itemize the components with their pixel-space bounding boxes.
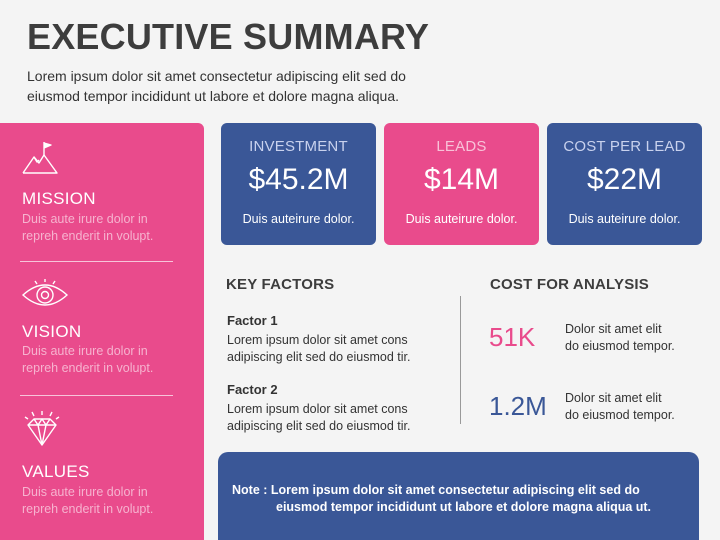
vision-heading: VISION (22, 322, 82, 341)
metric-1-line-2: do eiusmod tempor. (565, 339, 675, 353)
values-line-2: repreh enderit in volupt. (22, 502, 154, 516)
factor-2-line-2: adipiscing elit sed do eiusmod tir. (227, 419, 411, 433)
metric-value-1-2m: 1.2M (489, 391, 547, 421)
vision-description: Duis aute irure dolor in repreh enderit … (22, 343, 192, 377)
mountain-flag-icon (22, 142, 58, 174)
sidebar-panel: MISSION Duis aute irure dolor in repreh … (0, 123, 204, 540)
investment-card: INVESTMENT $45.2M Duis auteirure dolor. (221, 123, 376, 245)
values-line-1: Duis aute irure dolor in (22, 485, 148, 499)
sidebar-divider (20, 261, 173, 262)
cost-per-lead-card: COST PER LEAD $22M Duis auteirure dolor. (547, 123, 702, 245)
card-value: $14M (423, 163, 500, 196)
factor-2-line-1: Lorem ipsum dolor sit amet cons (227, 402, 408, 416)
card-value: $45.2M (248, 163, 349, 196)
note-box: Note : Lorem ipsum dolor sit amet consec… (218, 452, 699, 540)
factor-1-text: Lorem ipsum dolor sit amet cons adipisci… (227, 332, 447, 366)
mission-description: Duis aute irure dolor in repreh enderit … (22, 211, 192, 245)
mission-heading: MISSION (22, 189, 96, 208)
card-description: Duis auteirure dolor. (242, 212, 355, 226)
note-line-2: eiusmod tempor incididunt ut labore et d… (276, 500, 652, 514)
mission-line-1: Duis aute irure dolor in (22, 212, 148, 226)
factor-1-title: Factor 1 (227, 313, 278, 328)
note-line-1: Note : Lorem ipsum dolor sit amet consec… (232, 483, 640, 497)
mission-line-2: repreh enderit in volupt. (22, 229, 154, 243)
key-factors-heading: KEY FACTORS (226, 276, 335, 293)
metric-1-line-1: Dolor sit amet elit (565, 322, 662, 336)
vision-line-2: repreh enderit in volupt. (22, 361, 154, 375)
note-text: Note : Lorem ipsum dolor sit amet consec… (232, 482, 692, 516)
sidebar-divider (20, 395, 173, 396)
page-subtitle: Lorem ipsum dolor sit amet consectetur a… (27, 66, 497, 106)
metric-2-text: Dolor sit amet elit do eiusmod tempor. (565, 390, 705, 424)
values-heading: VALUES (22, 462, 90, 481)
metric-value-51k: 51K (489, 322, 536, 352)
factor-1-line-2: adipiscing elit sed do eiusmod tir. (227, 350, 411, 364)
subtitle-line-1: Lorem ipsum dolor sit amet consectetur a… (27, 68, 406, 84)
metric-2-line-1: Dolor sit amet elit (565, 391, 662, 405)
vision-line-1: Duis aute irure dolor in (22, 344, 148, 358)
card-label: COST PER LEAD (563, 138, 686, 155)
card-label: LEADS (436, 138, 487, 155)
section-divider (460, 296, 461, 424)
card-label: INVESTMENT (249, 138, 348, 155)
leads-card: LEADS $14M Duis auteirure dolor. (384, 123, 539, 245)
factor-2-text: Lorem ipsum dolor sit amet cons adipisci… (227, 401, 447, 435)
diamond-icon (24, 411, 60, 446)
cost-analysis-heading: COST FOR ANALYSIS (490, 276, 649, 293)
card-description: Duis auteirure dolor. (405, 212, 518, 226)
metric-1-text: Dolor sit amet elit do eiusmod tempor. (565, 321, 705, 355)
eye-icon (21, 279, 69, 306)
card-description: Duis auteirure dolor. (568, 212, 681, 226)
card-value: $22M (586, 163, 663, 196)
factor-1-line-1: Lorem ipsum dolor sit amet cons (227, 333, 408, 347)
metric-2-line-2: do eiusmod tempor. (565, 408, 675, 422)
factor-2-title: Factor 2 (227, 382, 278, 397)
page-title: EXECUTIVE SUMMARY (27, 16, 430, 57)
values-description: Duis aute irure dolor in repreh enderit … (22, 484, 192, 518)
subtitle-line-2: eiusmod tempor incididunt ut labore et d… (27, 88, 400, 104)
